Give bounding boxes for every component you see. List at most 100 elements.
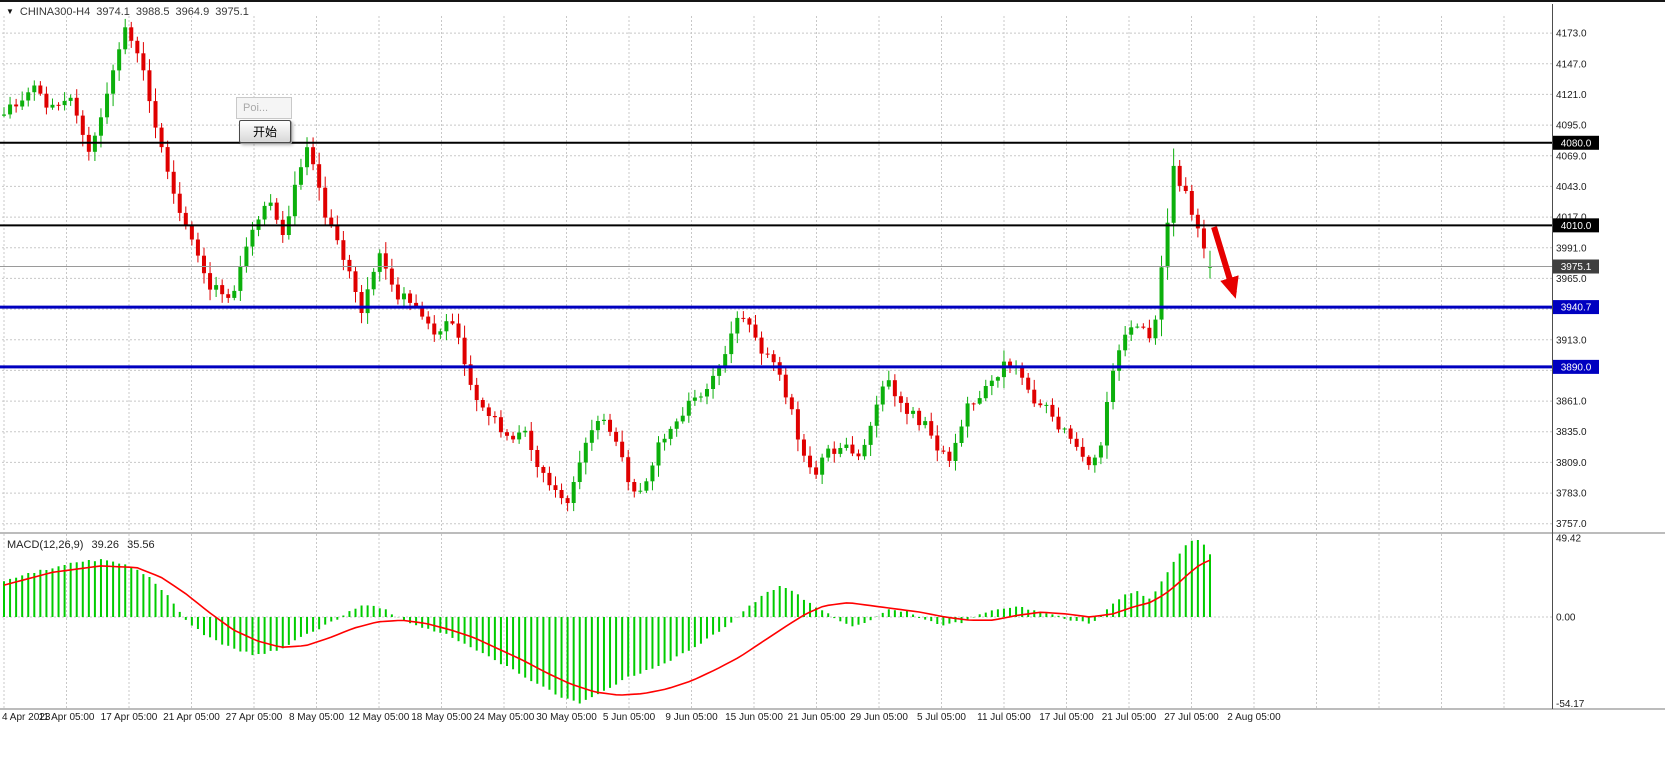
candle-body [426, 316, 431, 324]
candle-body [808, 455, 813, 468]
candle-body [947, 451, 952, 461]
candle-body [201, 255, 206, 274]
candle-body [68, 97, 73, 101]
candle-body [662, 438, 667, 443]
candle-body [165, 147, 170, 172]
candle-body [383, 253, 388, 269]
time-axis-label: 8 May 05:00 [289, 712, 344, 723]
candle-body [401, 293, 406, 300]
chart-menu-arrow-icon[interactable]: ▼ [6, 6, 14, 16]
candle-body [389, 268, 394, 285]
candle-body [317, 164, 322, 188]
price-tag-label: 3975.1 [1561, 262, 1592, 273]
candle-body [850, 444, 855, 454]
candle-body [129, 27, 134, 41]
candle-body [1092, 457, 1097, 466]
price-tag-label: 3890.0 [1561, 362, 1592, 373]
candle-body [995, 377, 1000, 381]
candle-body [305, 147, 310, 168]
candle-body [959, 426, 964, 443]
candle-body [468, 364, 473, 385]
candle-body [553, 485, 558, 490]
candle-body [377, 253, 382, 272]
price-tag [1553, 359, 1599, 374]
candle-body [2, 114, 6, 116]
macd-scale-label: 0.00 [1556, 613, 1576, 624]
candle-body [371, 271, 376, 290]
candle-body [1208, 266, 1212, 268]
trend-arrow[interactable] [1211, 226, 1239, 299]
candle-body [904, 402, 909, 414]
candle-body [620, 441, 625, 458]
time-axis-label: 27 Jul 05:00 [1164, 712, 1219, 723]
time-axis-label: 21 Jun 05:00 [788, 712, 846, 723]
candle-body [1056, 416, 1061, 430]
candle-body [1195, 214, 1200, 229]
axis-layer: 4 Apr 202311 Apr 05:00 17 Apr 05:00 21 Apr… [0, 4, 1665, 730]
start-button[interactable]: 开始 [239, 120, 291, 143]
candle-body [1183, 185, 1188, 191]
price-scale-area[interactable] [1553, 4, 1665, 709]
candle-body [1165, 222, 1170, 268]
candle-body [783, 374, 788, 398]
candle-body [814, 467, 819, 475]
candle-body [462, 337, 467, 365]
price-tick-label: 3861.0 [1556, 397, 1587, 408]
drag-tooltip: Poi... [236, 97, 292, 119]
candle-body [486, 407, 491, 416]
candle-body [1111, 370, 1116, 402]
candle-body [414, 302, 419, 307]
candle-body [820, 457, 825, 475]
time-axis-label: 18 May 05:00 [411, 712, 472, 723]
macd-scale-label: 49.42 [1556, 534, 1581, 545]
candle-body [529, 430, 534, 450]
candle-body [1177, 165, 1182, 186]
candle-body [26, 92, 31, 101]
candle-body [456, 323, 461, 338]
candle-body [965, 403, 970, 427]
candle-body [262, 205, 267, 220]
candle-body [941, 450, 946, 452]
time-axis-label: 4 Apr 2023 [2, 712, 51, 723]
candle-body [777, 362, 782, 375]
candle-body [729, 333, 734, 355]
candle-body [644, 481, 649, 491]
price-tick-label: 4147.0 [1556, 59, 1587, 70]
candle-body [274, 202, 279, 220]
candle-body [698, 396, 703, 398]
macd-layer [3, 540, 1211, 704]
time-axis-label: 30 May 05:00 [536, 712, 597, 723]
candle-body [656, 442, 661, 466]
candle-body [159, 127, 164, 148]
price-tick-label: 3809.0 [1556, 458, 1587, 469]
candle-body [250, 229, 255, 247]
macd-signal-line [3, 559, 1211, 696]
candle-body [238, 266, 243, 291]
price-tick-label: 3991.0 [1556, 243, 1587, 254]
candle-body [50, 104, 55, 108]
time-axis-label: 11 Apr 05:00 [39, 712, 95, 723]
price-tag-label: 4080.0 [1561, 138, 1592, 149]
time-axis-label: 21 Apr 05:00 [163, 712, 220, 723]
candle-body [420, 306, 425, 317]
candle-body [1117, 350, 1122, 371]
time-axis-label: 24 May 05:00 [474, 712, 535, 723]
time-axis-label: 11 Jul 05:00 [977, 712, 1031, 723]
candle-body [1044, 404, 1049, 406]
time-scale-area[interactable] [0, 710, 1665, 730]
candle-body [753, 324, 758, 338]
price-tag [1553, 218, 1599, 233]
candle-body [874, 404, 879, 426]
candle-body [492, 416, 497, 418]
candle-body [632, 482, 637, 492]
candle-body [1068, 428, 1073, 439]
candle-body [801, 439, 806, 456]
candle-body [1189, 191, 1194, 215]
candle-body [559, 490, 564, 499]
candle-body [686, 400, 691, 416]
annotation-layer [1211, 226, 1239, 299]
candle-body [1135, 326, 1140, 328]
candle-body [638, 490, 643, 492]
grid-layer [2, 16, 1552, 708]
